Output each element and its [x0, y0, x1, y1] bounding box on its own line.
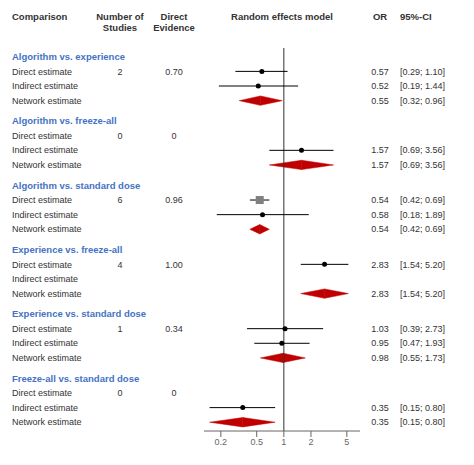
svg-text:Network estimate: Network estimate — [12, 96, 82, 106]
svg-text:0.57: 0.57 — [371, 67, 389, 77]
svg-text:[0.47; 1.93]: [0.47; 1.93] — [400, 338, 445, 348]
svg-text:4: 4 — [117, 260, 122, 270]
svg-text:[0.69; 3.56]: [0.69; 3.56] — [400, 145, 445, 155]
svg-text:1.57: 1.57 — [371, 145, 389, 155]
svg-text:0.95: 0.95 — [371, 338, 389, 348]
svg-text:[0.29; 1.10]: [0.29; 1.10] — [400, 67, 445, 77]
svg-text:0: 0 — [117, 131, 122, 141]
svg-text:0: 0 — [171, 131, 176, 141]
svg-text:[1.54; 5.20]: [1.54; 5.20] — [400, 289, 445, 299]
svg-text:0.52: 0.52 — [371, 81, 389, 91]
svg-text:Network estimate: Network estimate — [12, 417, 82, 427]
svg-text:Indirect estimate: Indirect estimate — [12, 403, 78, 413]
svg-text:Network estimate: Network estimate — [12, 160, 82, 170]
svg-text:2: 2 — [308, 437, 313, 447]
svg-text:[0.19; 1.44]: [0.19; 1.44] — [400, 81, 445, 91]
svg-text:5: 5 — [344, 437, 349, 447]
svg-text:2.83: 2.83 — [371, 289, 389, 299]
svg-text:[0.69; 3.56]: [0.69; 3.56] — [400, 160, 445, 170]
svg-text:2: 2 — [117, 67, 122, 77]
svg-text:Indirect estimate: Indirect estimate — [12, 145, 78, 155]
svg-text:0.2: 0.2 — [215, 437, 228, 447]
svg-text:0.55: 0.55 — [371, 96, 389, 106]
svg-text:0.34: 0.34 — [165, 324, 183, 334]
svg-text:0.35: 0.35 — [371, 403, 389, 413]
svg-text:Direct estimate: Direct estimate — [12, 131, 72, 141]
svg-text:1.57: 1.57 — [371, 160, 389, 170]
svg-text:Experience vs. freeze-all: Experience vs. freeze-all — [12, 244, 122, 255]
svg-text:0.96: 0.96 — [165, 195, 183, 205]
svg-text:6: 6 — [117, 195, 122, 205]
svg-text:[0.15; 0.80]: [0.15; 0.80] — [400, 403, 445, 413]
svg-text:1: 1 — [117, 324, 122, 334]
svg-text:Freeze-all vs. standard dose: Freeze-all vs. standard dose — [12, 373, 139, 384]
html-text:95%-CI: 95%-CI — [400, 11, 432, 22]
svg-text:1.03: 1.03 — [371, 324, 389, 334]
svg-text:1: 1 — [281, 437, 286, 447]
html-text:OR: OR — [372, 11, 388, 22]
svg-text:2.83: 2.83 — [371, 260, 389, 270]
svg-text:[0.32; 0.96]: [0.32; 0.96] — [400, 96, 445, 106]
svg-text:Direct estimate: Direct estimate — [12, 67, 72, 77]
svg-text:0: 0 — [171, 388, 176, 398]
svg-text:[0.18; 1.89]: [0.18; 1.89] — [400, 210, 445, 220]
svg-text:Direct estimate: Direct estimate — [12, 195, 72, 205]
svg-text:Indirect estimate: Indirect estimate — [12, 81, 78, 91]
svg-text:Indirect estimate: Indirect estimate — [12, 274, 78, 284]
svg-text:Indirect estimate: Indirect estimate — [12, 338, 78, 348]
svg-text:[0.15; 0.80]: [0.15; 0.80] — [400, 417, 445, 427]
svg-text:[0.39; 2.73]: [0.39; 2.73] — [400, 324, 445, 334]
svg-text:0.58: 0.58 — [371, 210, 389, 220]
html-text:Random effects model: Random effects model — [231, 11, 333, 22]
svg-text:0: 0 — [117, 388, 122, 398]
svg-text:0.5: 0.5 — [250, 437, 263, 447]
svg-text:0.35: 0.35 — [371, 417, 389, 427]
svg-text:0.54: 0.54 — [371, 195, 389, 205]
svg-text:1.00: 1.00 — [165, 260, 183, 270]
svg-text:[0.42; 0.69]: [0.42; 0.69] — [400, 195, 445, 205]
html-text:Number of Studies: Number of Studies — [96, 11, 144, 33]
svg-text:Algorithm vs. standard dose: Algorithm vs. standard dose — [12, 180, 140, 191]
svg-text:Direct estimate: Direct estimate — [12, 260, 72, 270]
svg-text:Direct estimate: Direct estimate — [12, 388, 72, 398]
svg-text:Experience vs. standard dose: Experience vs. standard dose — [12, 308, 146, 319]
html-text:Direct Evidence: Direct Evidence — [153, 11, 195, 33]
svg-text:0.70: 0.70 — [165, 67, 183, 77]
svg-text:[1.54; 5.20]: [1.54; 5.20] — [400, 260, 445, 270]
svg-text:Network estimate: Network estimate — [12, 224, 82, 234]
svg-text:Direct estimate: Direct estimate — [12, 324, 72, 334]
html-text:Comparison: Comparison — [12, 11, 68, 22]
svg-text:0.98: 0.98 — [371, 353, 389, 363]
svg-text:Network estimate: Network estimate — [12, 289, 82, 299]
svg-text:Indirect estimate: Indirect estimate — [12, 210, 78, 220]
svg-text:[0.55; 1.73]: [0.55; 1.73] — [400, 353, 445, 363]
svg-text:[0.42; 0.69]: [0.42; 0.69] — [400, 224, 445, 234]
svg-text:Network estimate: Network estimate — [12, 353, 82, 363]
svg-text:0.54: 0.54 — [371, 224, 389, 234]
svg-text:Algorithm vs. freeze-all: Algorithm vs. freeze-all — [12, 115, 117, 126]
svg-text:Algorithm vs. experience: Algorithm vs. experience — [12, 51, 125, 62]
